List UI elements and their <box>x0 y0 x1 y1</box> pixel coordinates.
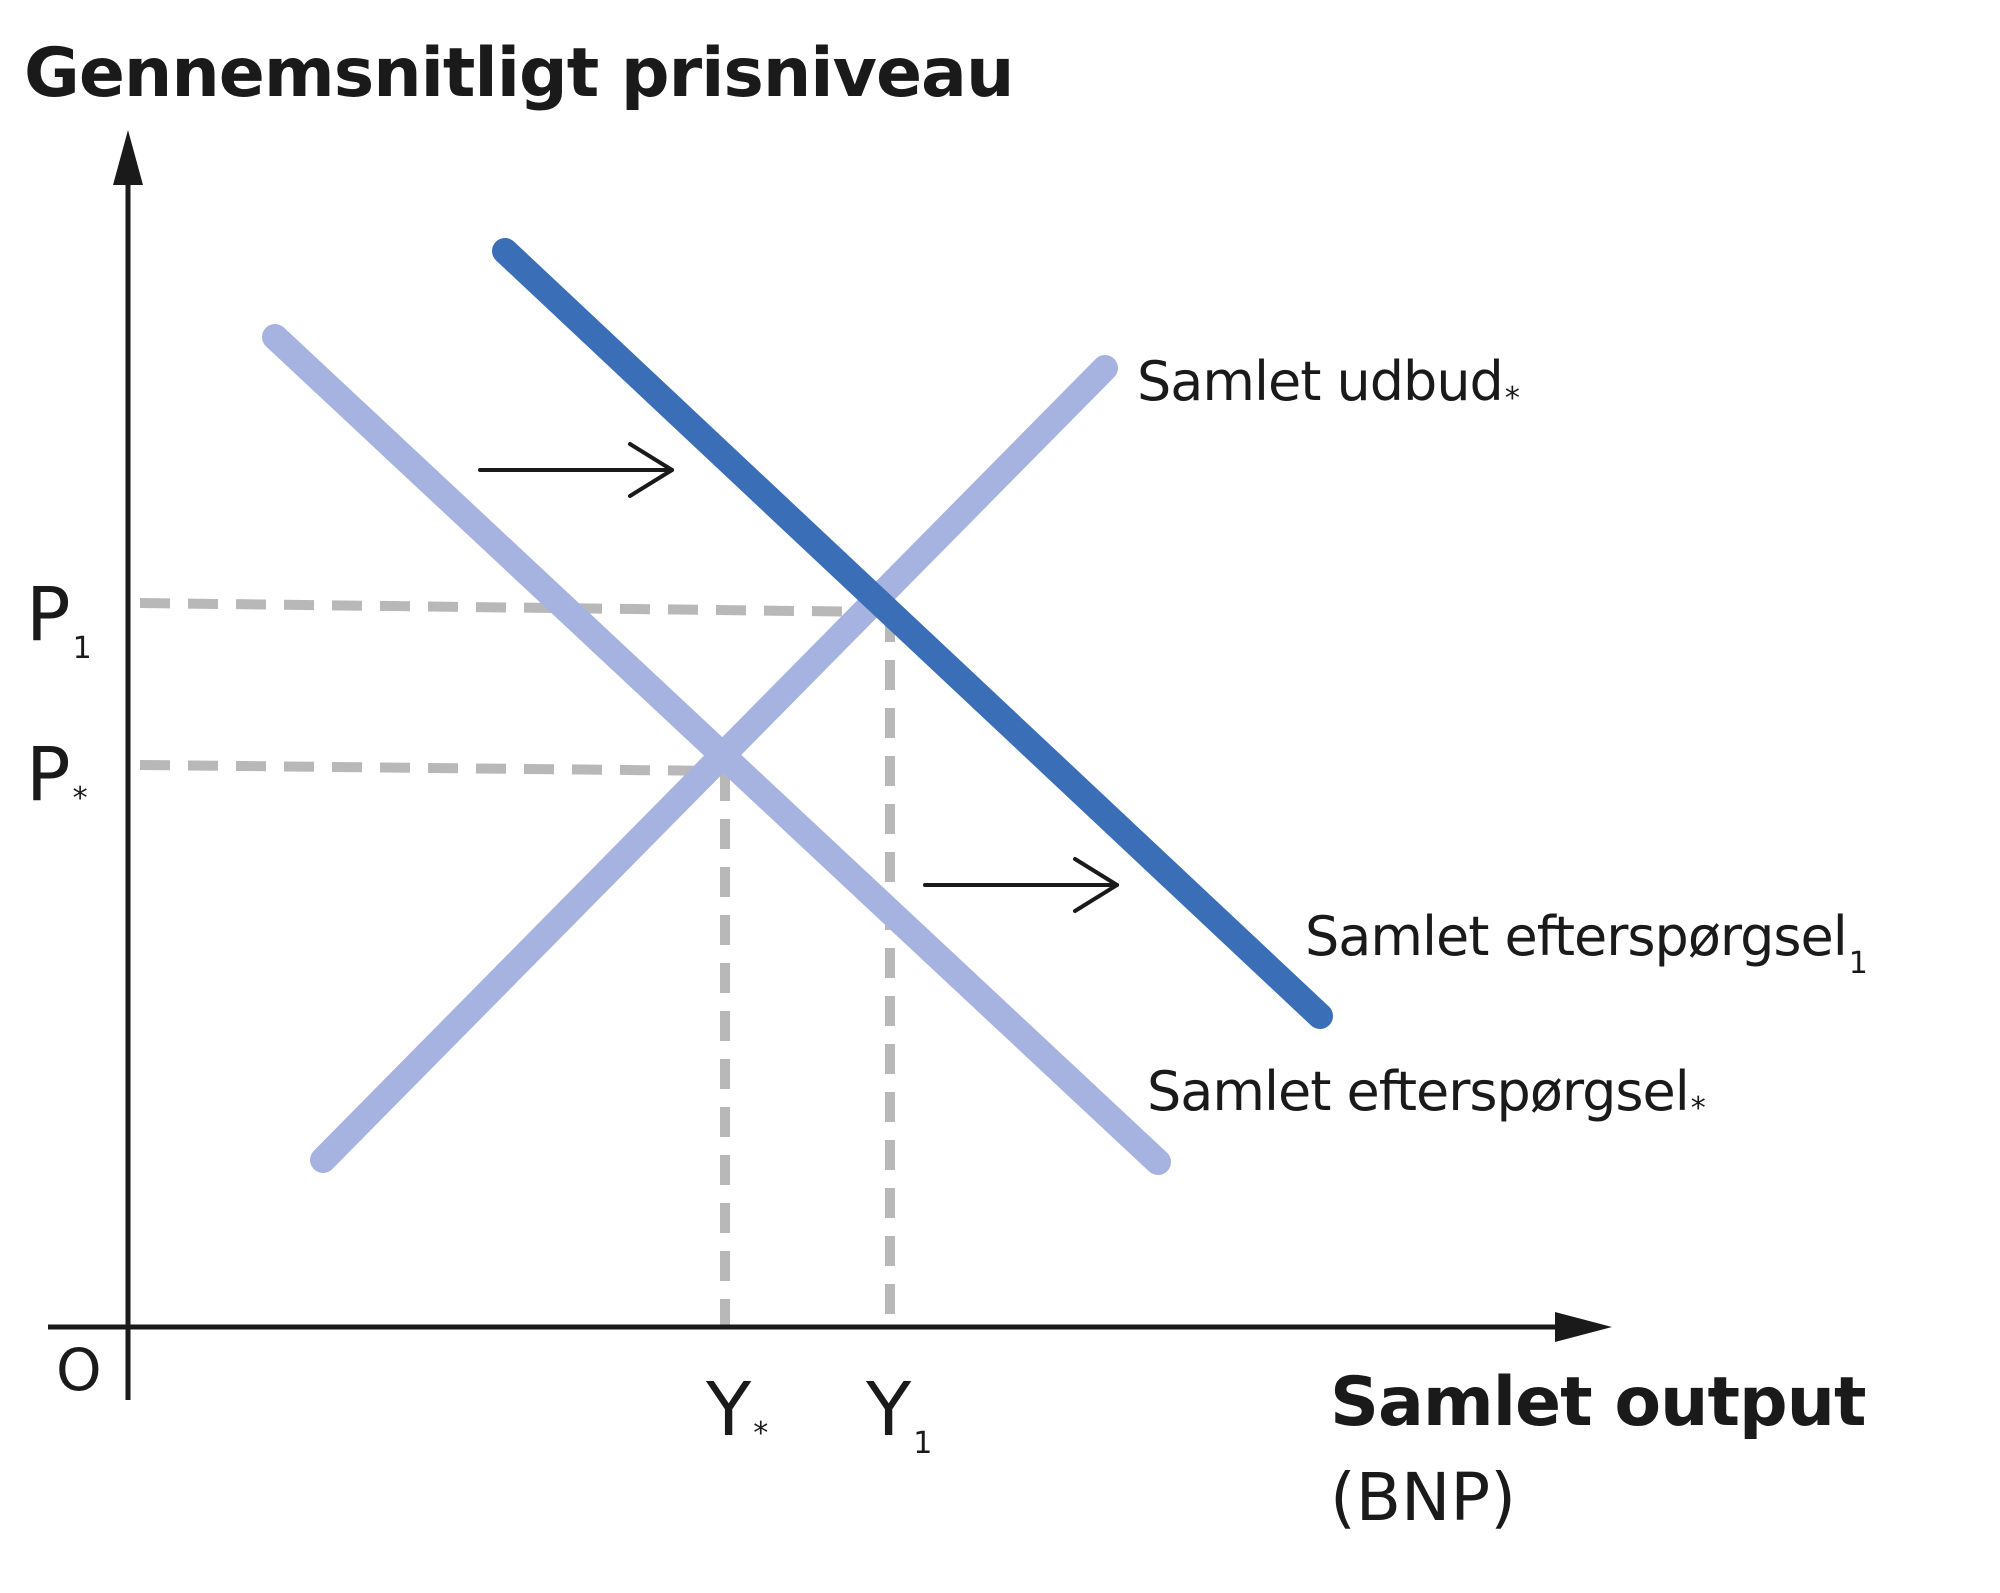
demand-initial-curve-label: Samlet efterspørgsel* <box>1147 1060 1706 1126</box>
guide-lines <box>139 598 895 1325</box>
demand-new-curve-label: Samlet efterspørgsel1 <box>1305 905 1867 981</box>
supply-curve-label: Samlet udbud* <box>1137 350 1520 416</box>
y-axis-title: Gennemsnitligt prisniveau <box>24 34 1013 113</box>
output-label-y1: Y1 <box>865 1367 932 1461</box>
origin-label: O <box>56 1336 102 1404</box>
y-axis-arrowhead <box>113 130 143 185</box>
output-label-ystar: Y* <box>705 1367 768 1453</box>
axes <box>48 160 1570 1400</box>
price-label-p1: P1 <box>26 572 92 666</box>
guide-p1-horizontal <box>139 598 881 617</box>
demand-initial-curve <box>262 324 1171 1175</box>
guide-pstar-horizontal <box>139 760 726 776</box>
x-axis-subtitle: (BNP) <box>1330 1459 1516 1536</box>
x-axis-title: Samlet output <box>1330 1363 1866 1442</box>
demand-new-curve <box>492 238 1333 1029</box>
shift-arrow-lower <box>923 857 1119 913</box>
shift-arrow-upper <box>478 442 674 498</box>
price-label-pstar: P* <box>26 732 88 818</box>
x-axis-arrowhead <box>1555 1312 1612 1342</box>
